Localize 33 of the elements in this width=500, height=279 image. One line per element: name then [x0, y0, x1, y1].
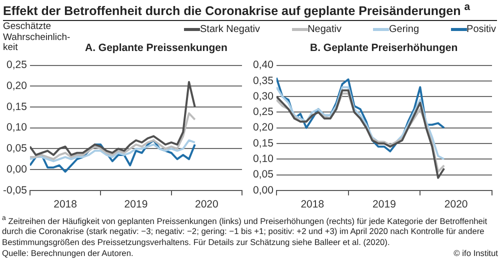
chart-subtitle: A. Geplante Preissenkungen	[85, 42, 228, 54]
y-tick-label: 0,10	[6, 122, 28, 134]
x-tick-label: 2018	[300, 198, 324, 211]
legend-label: Negativ	[306, 24, 342, 35]
y-axis-title: Geschätzte Wahrscheinlich-keit	[3, 21, 72, 54]
y-tick-label: 0,25	[6, 59, 28, 72]
y-tick-label: 0,30	[253, 90, 274, 102]
x-tick-label: 2020	[444, 198, 468, 211]
y-tick-label: 0,20	[6, 80, 28, 92]
x-tick-label: 2018	[54, 198, 78, 211]
y-tick-label: 0,05	[6, 142, 28, 155]
y-tick-label: 0,15	[253, 137, 274, 150]
legend-label: Positiv	[466, 24, 496, 35]
legend-label: Gering	[388, 24, 420, 35]
chart-title: Effekt der Betroffenheit durch die Coronakrise auf geplante Preisänderungen $^{a}$	[3, 2, 497, 22]
y-tick-label: 0,35	[253, 74, 274, 87]
y-tick-label: 0,00	[253, 184, 274, 196]
text: © ifo Institut	[454, 248, 498, 258]
chart-subtitle: B. Geplante Preiserhöhungen	[310, 42, 458, 54]
x-tick-label: 2019	[124, 198, 148, 211]
x-tick-label: 2020	[194, 198, 218, 211]
y-tick-label: -0,05	[2, 184, 28, 196]
y-tick-label: 0,00	[6, 163, 28, 176]
y-tick-label: 0,10	[253, 153, 274, 166]
text: $^{a}$ Zeitreihen der Häufigkeit von geplanten Preissenkungen (links) und Preiserhöhungen (rechts) für jede Kategorie der Betroffenheit durch die Coronakrise (stark negativ: −3; negativ: −2; gering: −1 bis +1; positiv: +2 und +3) im April 2020 nach Kontrolle für andere Bestimmungsgrößen des Preissetzungsverhaltens. Für Details zur Schätzung siehe Balleer et al. (2020).	[2, 214, 488, 248]
x-tick-label: 2019	[372, 198, 396, 211]
y-tick-label: 0,20	[253, 122, 274, 134]
y-tick-label: 0,05	[253, 168, 274, 181]
y-tick-label: 0,15	[6, 100, 28, 113]
source-note: Quelle: Berechnungen der Autoren.	[2, 248, 134, 258]
y-tick-label: 0,40	[253, 59, 274, 72]
y-tick-label: 0,25	[253, 106, 274, 118]
legend-label: Stark Negativ	[199, 24, 260, 35]
